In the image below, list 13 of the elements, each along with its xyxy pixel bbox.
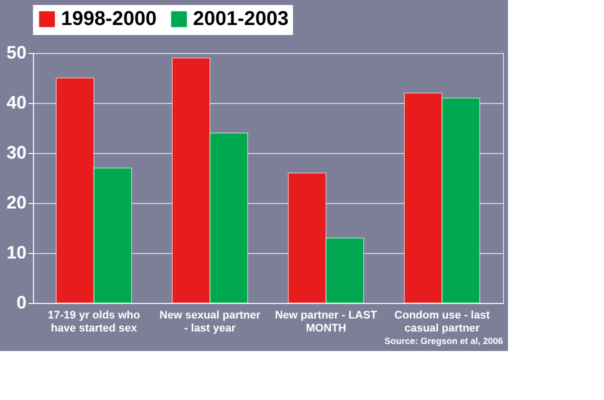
x-tick-label: 17-19 yr olds who have started sex xyxy=(48,310,140,334)
source-note: Source: Gregson et al, 2006 xyxy=(384,336,503,346)
y-tick-label: 30 xyxy=(6,142,26,162)
y-tick-label: 0 xyxy=(16,292,26,312)
legend-label: 1998-2000 xyxy=(61,8,157,30)
y-tick-label: 40 xyxy=(6,92,26,112)
y-tick-label: 20 xyxy=(6,192,26,212)
x-tick-label: Condom use - last casual partner xyxy=(394,310,490,334)
legend-label: 2001-2003 xyxy=(193,8,289,30)
y-tick-label: 10 xyxy=(6,242,26,262)
y-tick-label: 50 xyxy=(6,42,26,62)
x-tick-label: New sexual partner - last year xyxy=(160,310,262,334)
x-tick-label: New partner - LAST MONTH xyxy=(274,310,378,334)
